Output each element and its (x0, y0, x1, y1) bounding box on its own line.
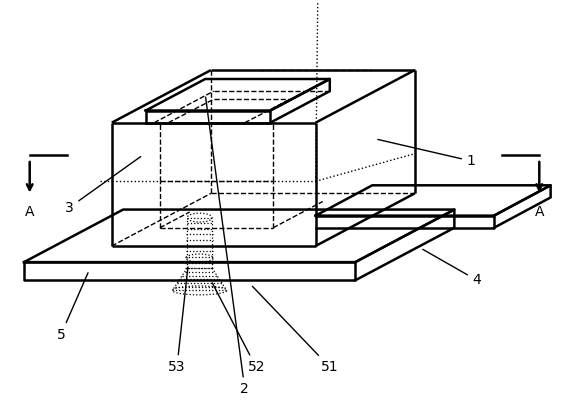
Text: 53: 53 (168, 267, 188, 374)
Text: A: A (25, 205, 35, 219)
Text: 3: 3 (65, 157, 141, 214)
Text: 1: 1 (378, 140, 476, 168)
Text: 5: 5 (56, 273, 88, 342)
Text: 51: 51 (253, 287, 339, 374)
Text: 2: 2 (205, 97, 249, 396)
Text: A: A (534, 205, 544, 219)
Text: 52: 52 (212, 283, 265, 374)
Text: 4: 4 (423, 249, 481, 287)
